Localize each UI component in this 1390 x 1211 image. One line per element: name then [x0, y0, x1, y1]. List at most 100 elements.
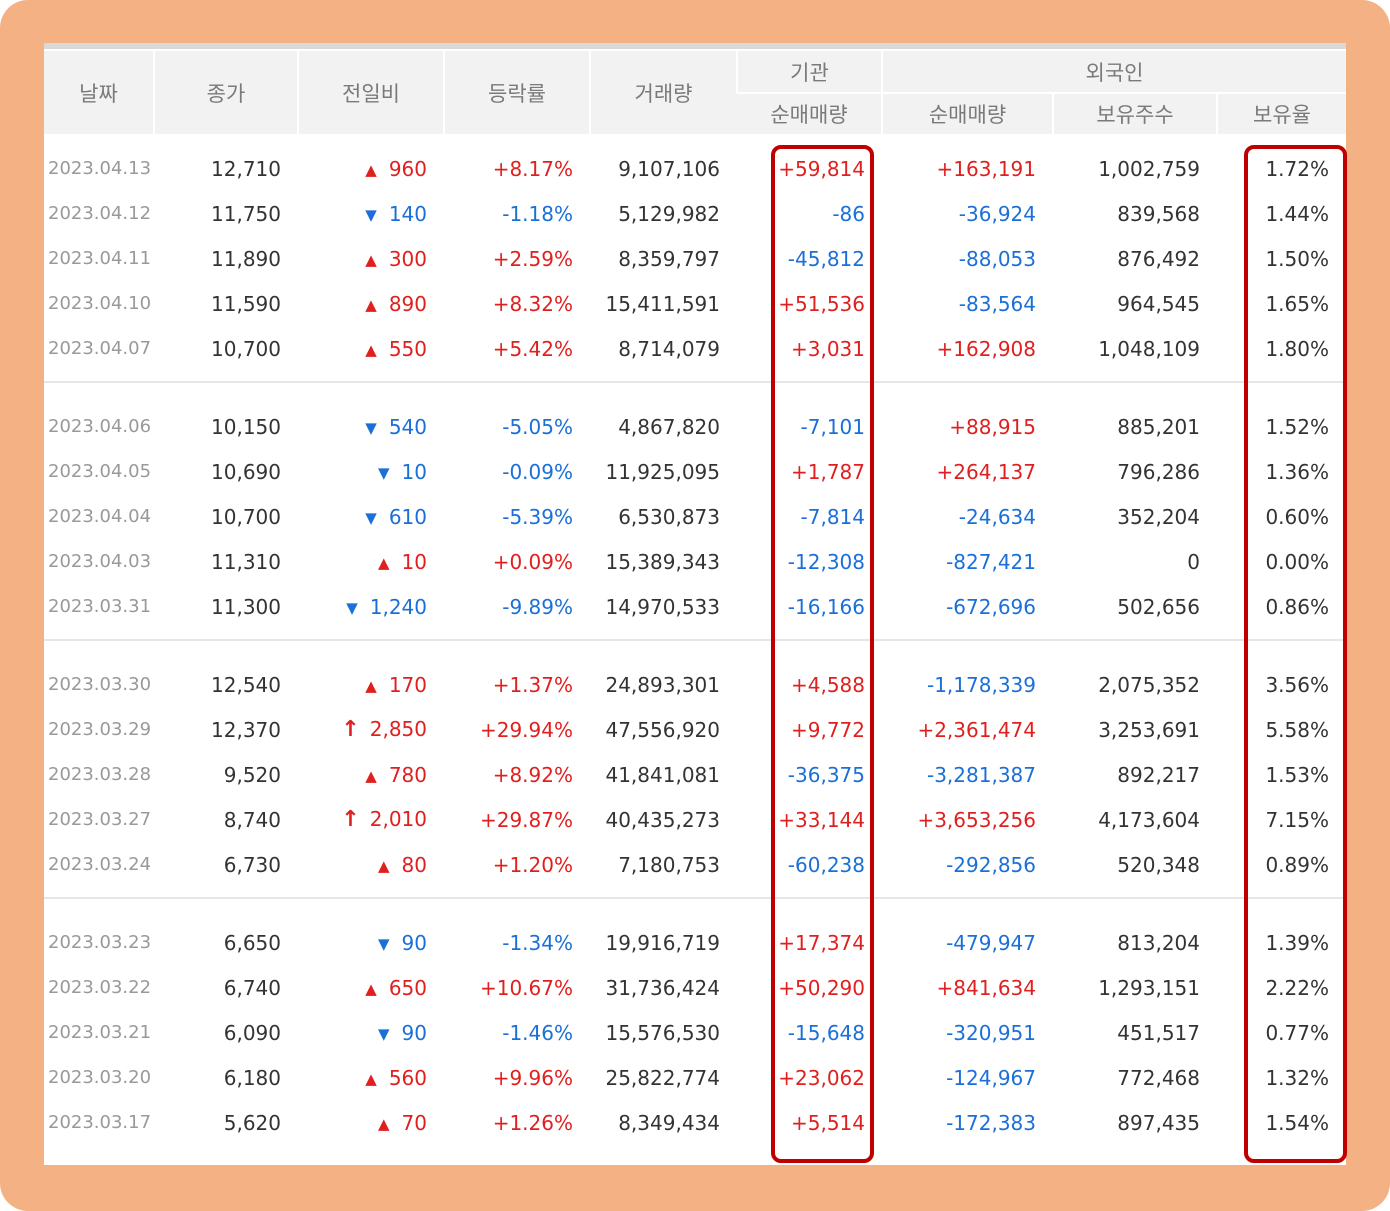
inst-net-cell: -16,166 [787, 594, 865, 619]
change-value: 80 [401, 852, 427, 877]
inst-net-cell: -36,375 [787, 762, 865, 787]
header-date: 날짜 [44, 51, 154, 134]
up-triangle-icon: ▲ [365, 340, 377, 359]
group-separator [44, 887, 1346, 908]
group-separator [44, 371, 1346, 392]
date-cell: 2023.03.30 [48, 674, 152, 695]
rate-cell: -9.89% [502, 594, 573, 619]
change-value: 140 [388, 201, 427, 226]
separator-line [44, 638, 1346, 641]
change-value: 890 [388, 291, 427, 316]
change-value: 2,850 [369, 717, 427, 741]
header-foreign: 외국인 [881, 51, 1346, 93]
table-row: 2023.04.11 11,890 ▲ 300 +2.59% 8,359,797 -45,8… [44, 236, 1346, 281]
down-triangle-icon: ▼ [378, 463, 390, 482]
header-volume: 거래량 [589, 51, 737, 134]
close-cell: 9,520 [223, 762, 281, 787]
change-cell: ▲ 780 [298, 752, 444, 797]
date-cell: 2023.04.06 [48, 416, 152, 437]
foreign-ratio-cell: 1.53% [1265, 762, 1329, 787]
foreign-net-cell: -83,564 [958, 291, 1036, 316]
inst-net-cell: +4,588 [790, 672, 865, 697]
top-border [44, 43, 1346, 49]
ratio-highlight-box [1244, 145, 1347, 1163]
change-cell: ↑ 2,010 [298, 797, 444, 842]
up-triangle-icon: ▲ [365, 295, 377, 314]
volume-cell: 11,925,095 [605, 459, 720, 484]
table-row: 2023.04.06 10,150 ▼ 540 -5.05% 4,867,820 -7,10… [44, 404, 1346, 449]
close-cell: 11,750 [211, 201, 281, 226]
change-cell: ▲ 10 [298, 539, 444, 584]
foreign-shares-cell: 897,435 [1117, 1110, 1200, 1135]
change-cell: ▼ 90 [298, 1010, 444, 1055]
down-triangle-icon: ▼ [346, 598, 358, 617]
inst-net-cell: +17,374 [778, 930, 865, 955]
foreign-shares-cell: 813,204 [1117, 930, 1200, 955]
table-body: 2023.04.13 12,710 ▲ 960 +8.17% 9,107,106 +59,8… [44, 134, 1346, 1145]
change-cell: ▲ 550 [298, 326, 444, 371]
foreign-net-cell: +88,915 [949, 414, 1036, 439]
foreign-net-cell: -172,383 [946, 1110, 1036, 1135]
close-cell: 6,090 [223, 1020, 281, 1045]
change-cell: ↑ 2,850 [298, 707, 444, 752]
foreign-shares-cell: 839,568 [1117, 201, 1200, 226]
foreign-shares-cell: 796,286 [1117, 459, 1200, 484]
up-triangle-icon: ▲ [378, 1114, 390, 1133]
inst-net-cell: +51,536 [778, 291, 865, 316]
volume-cell: 15,411,591 [605, 291, 720, 316]
rate-cell: +9.96% [492, 1065, 573, 1090]
date-cell: 2023.03.21 [48, 1022, 152, 1043]
table-row: 2023.03.27 8,740 ↑ 2,010 +29.87% 40,435,273 +3… [44, 797, 1346, 842]
date-cell: 2023.04.07 [48, 338, 152, 359]
volume-cell: 8,359,797 [618, 246, 720, 271]
foreign-ratio-cell: 1.39% [1265, 930, 1329, 955]
volume-cell: 4,867,820 [618, 414, 720, 439]
foreign-net-cell: -24,634 [958, 504, 1036, 529]
institution-highlight-box [771, 145, 874, 1163]
close-cell: 11,890 [211, 246, 281, 271]
inst-net-cell: +50,290 [778, 975, 865, 1000]
foreign-shares-cell: 1,293,151 [1098, 975, 1200, 1000]
header-foreign-shares: 보유주수 [1052, 92, 1217, 134]
inst-net-cell: -15,648 [787, 1020, 865, 1045]
foreign-net-cell: -479,947 [946, 930, 1036, 955]
foreign-net-cell: -1,178,339 [926, 672, 1036, 697]
close-cell: 11,300 [211, 594, 281, 619]
upper-limit-arrow-icon: ↑ [341, 807, 360, 832]
foreign-net-cell: -320,951 [946, 1020, 1036, 1045]
rate-cell: +1.20% [492, 852, 573, 877]
foreign-net-cell: +3,653,256 [917, 807, 1036, 832]
foreign-shares-cell: 2,075,352 [1098, 672, 1200, 697]
date-cell: 2023.04.10 [48, 293, 152, 314]
foreign-shares-cell: 352,204 [1117, 504, 1200, 529]
volume-cell: 47,556,920 [605, 717, 720, 742]
up-triangle-icon: ▲ [365, 250, 377, 269]
foreign-shares-cell: 1,002,759 [1098, 156, 1200, 181]
foreign-shares-cell: 451,517 [1117, 1020, 1200, 1045]
header-change: 전일비 [297, 51, 444, 134]
table-row: 2023.04.04 10,700 ▼ 610 -5.39% 6,530,873 -7,81… [44, 494, 1346, 539]
inst-net-cell: -7,101 [800, 414, 865, 439]
foreign-net-cell: +841,634 [936, 975, 1036, 1000]
table-row: 2023.04.12 11,750 ▼ 140 -1.18% 5,129,982 -86 -3… [44, 191, 1346, 236]
foreign-net-cell: -88,053 [958, 246, 1036, 271]
change-cell: ▲ 890 [298, 281, 444, 326]
foreign-ratio-cell: 1.54% [1265, 1110, 1329, 1135]
volume-cell: 24,893,301 [605, 672, 720, 697]
foreign-shares-cell: 0 [1187, 549, 1200, 574]
up-triangle-icon: ▲ [365, 766, 377, 785]
volume-cell: 31,736,424 [605, 975, 720, 1000]
date-cell: 2023.03.23 [48, 932, 152, 953]
close-cell: 5,620 [223, 1110, 281, 1135]
volume-cell: 25,822,774 [605, 1065, 720, 1090]
date-cell: 2023.04.12 [48, 203, 152, 224]
volume-cell: 8,714,079 [618, 336, 720, 361]
inst-net-cell: +3,031 [790, 336, 865, 361]
rate-cell: -1.46% [502, 1020, 573, 1045]
foreign-net-cell: -672,696 [946, 594, 1036, 619]
change-cell: ▼ 140 [298, 191, 444, 236]
table-row: 2023.04.13 12,710 ▲ 960 +8.17% 9,107,106 +59,8… [44, 146, 1346, 191]
inst-net-cell: +33,144 [778, 807, 865, 832]
rate-cell: +10.67% [479, 975, 573, 1000]
change-value: 560 [388, 1065, 427, 1090]
